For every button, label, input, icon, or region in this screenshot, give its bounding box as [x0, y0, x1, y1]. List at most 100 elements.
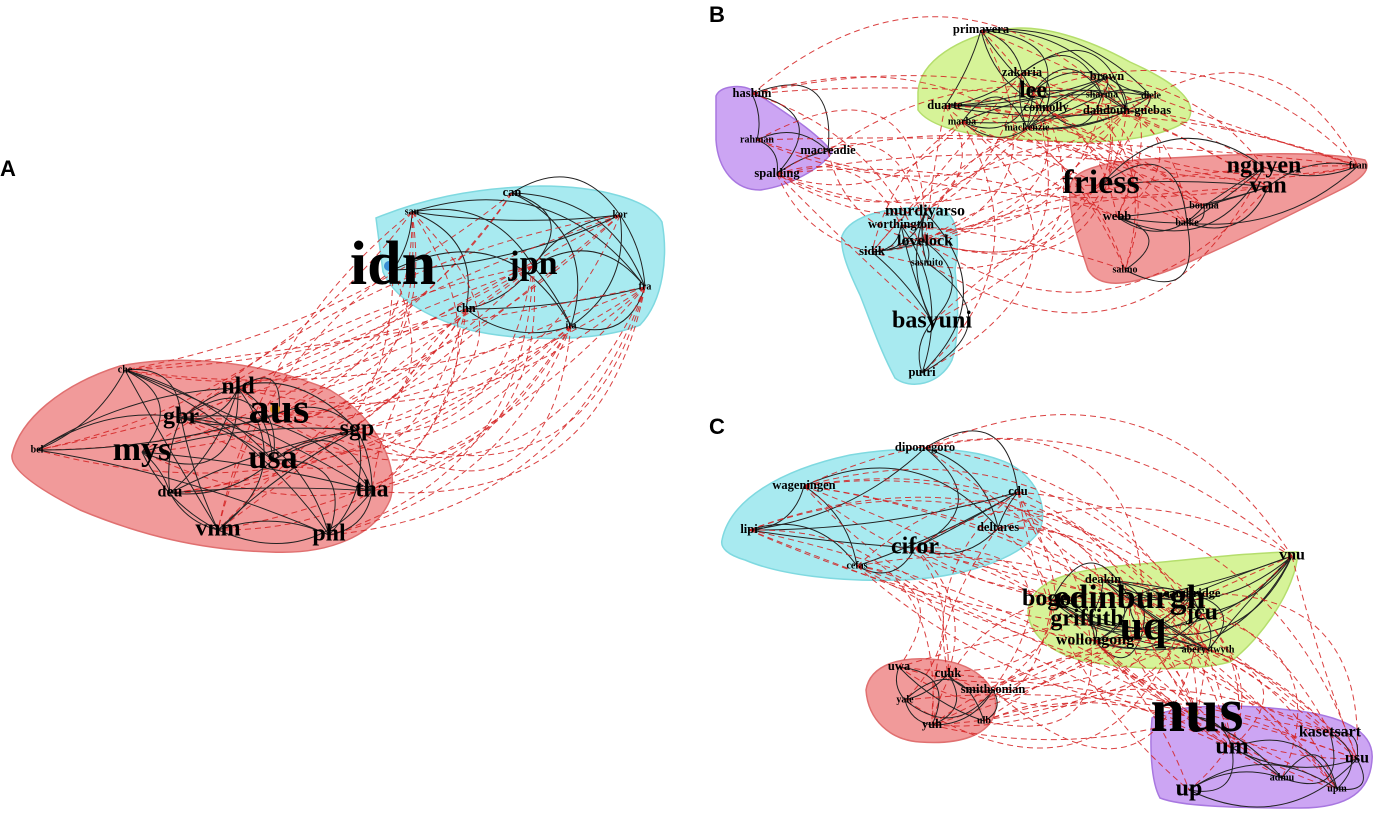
intra-cluster-edge	[180, 412, 280, 426]
node-label-tha: tha	[355, 477, 388, 503]
node-label-yale: yale	[896, 694, 914, 705]
node-label-smithsonian: smithsonian	[961, 682, 1026, 696]
intra-cluster-edge	[1106, 76, 1128, 112]
node-label-up: up	[1176, 776, 1203, 802]
inter-cluster-edge	[237, 265, 534, 389]
intra-cluster-edge	[1094, 613, 1203, 649]
node-label-jcu: jcu	[1185, 600, 1218, 626]
inter-cluster-edge	[898, 599, 1053, 701]
intra-cluster-edge	[980, 29, 1047, 109]
inter-cluster-edge	[900, 224, 1126, 271]
inter-cluster-edge	[856, 556, 1209, 651]
intra-cluster-edge	[1094, 636, 1209, 651]
inter-cluster-edge	[898, 491, 1056, 672]
node-label-cefas: cefas	[846, 560, 867, 571]
inter-cluster-edge	[914, 509, 1144, 631]
inter-cluster-edge	[371, 308, 467, 492]
inter-cluster-edge	[756, 110, 1128, 177]
intra-cluster-edge	[1196, 716, 1283, 779]
intra-cluster-edge	[36, 412, 280, 451]
inter-cluster-edge	[278, 308, 467, 414]
inter-cluster-edge	[827, 150, 926, 243]
node-label-brown: brown	[1090, 69, 1125, 83]
node-label-vnu: vnu	[1279, 547, 1305, 564]
inter-cluster-edge	[1026, 127, 1139, 271]
intra-cluster-edge	[1267, 162, 1359, 188]
intra-cluster-edge	[36, 387, 239, 451]
inter-cluster-edge	[921, 105, 1035, 374]
intra-cluster-edge	[1186, 205, 1205, 224]
inter-cluster-edge	[1032, 70, 1359, 167]
intra-cluster-edge	[124, 369, 161, 453]
intra-cluster-edge	[1102, 555, 1293, 601]
intra-cluster-edge	[411, 208, 534, 267]
node-label-worthington: worthington	[868, 217, 934, 231]
node-label-balke: balke	[1175, 217, 1199, 228]
node-marker-aus	[270, 404, 280, 414]
network-edges	[36, 16, 1364, 808]
inter-cluster-edge	[776, 121, 963, 186]
inter-cluster-edge	[1026, 127, 1359, 180]
inter-cluster-edge	[931, 527, 999, 726]
inter-cluster-edge	[924, 107, 1065, 253]
node-label-sasmito: sasmito	[911, 257, 943, 268]
intra-cluster-edge	[1094, 629, 1144, 659]
intra-cluster-edge	[272, 439, 373, 492]
inter-cluster-edge	[921, 121, 996, 374]
inter-cluster-edge	[278, 269, 413, 418]
inter-cluster-edge	[961, 121, 1118, 218]
inter-cluster-edge	[141, 214, 621, 453]
node-label-sgp: sgp	[340, 416, 375, 442]
intra-cluster-edge	[748, 529, 916, 549]
inter-cluster-edge	[1051, 592, 1198, 718]
intra-cluster-edge	[856, 547, 916, 574]
inter-cluster-edge	[278, 286, 646, 459]
inter-cluster-edge	[1207, 649, 1265, 749]
inter-cluster-edge	[278, 214, 621, 414]
intra-cluster-edge	[900, 224, 933, 323]
intra-cluster-edge	[180, 397, 274, 461]
intra-cluster-edge	[931, 689, 994, 726]
node-label-uwa: uwa	[888, 659, 911, 673]
inter-cluster-edge	[980, 29, 1265, 168]
intra-cluster-edge	[511, 176, 621, 216]
node-label-kor: kor	[613, 209, 629, 220]
node-label-deakin: deakin	[1085, 572, 1121, 586]
inter-cluster-edge	[756, 137, 1359, 167]
intra-cluster-edge	[141, 451, 373, 492]
intra-cluster-edge	[272, 459, 336, 536]
intra-cluster-edge	[411, 199, 646, 288]
node-label-duarte: duarte	[927, 98, 963, 112]
node-label-connolly: connolly	[1023, 100, 1069, 114]
node-label-putri: putri	[908, 365, 936, 379]
intra-cluster-edge	[392, 214, 621, 271]
node-label-bogor: bogor	[1022, 586, 1082, 612]
inter-cluster-edge	[756, 109, 926, 243]
inter-cluster-edge	[1101, 94, 1161, 218]
inter-cluster-edge	[947, 613, 1203, 707]
node-label-cambridge: cambridge	[1164, 586, 1221, 600]
inter-cluster-edge	[1106, 76, 1265, 168]
intra-cluster-edge	[803, 485, 858, 567]
node-label-primavera: primavera	[953, 22, 1010, 36]
inter-cluster-edge	[914, 547, 956, 675]
intra-cluster-edge	[1231, 747, 1283, 779]
node-label-cifor: cifor	[891, 534, 939, 560]
inter-cluster-edge	[898, 619, 1088, 668]
node-label-deltares: deltares	[977, 520, 1019, 534]
intra-cluster-edge	[1329, 732, 1353, 790]
node-label-salmo: salmo	[1113, 264, 1138, 275]
inter-cluster-edge	[356, 211, 480, 431]
cluster-hull-a-cyan	[375, 185, 666, 340]
intra-cluster-edge	[751, 93, 760, 141]
node-label-hashim: hashim	[733, 86, 772, 100]
inter-cluster-edge	[983, 702, 1233, 749]
intra-cluster-edge	[921, 211, 928, 264]
intra-cluster-edge	[36, 414, 274, 461]
inter-cluster-edge	[900, 76, 1108, 231]
inter-cluster-edge	[900, 186, 1269, 293]
intra-cluster-edge	[465, 286, 646, 310]
intra-cluster-edge	[180, 417, 219, 531]
inter-cluster-edge	[1128, 599, 1198, 718]
